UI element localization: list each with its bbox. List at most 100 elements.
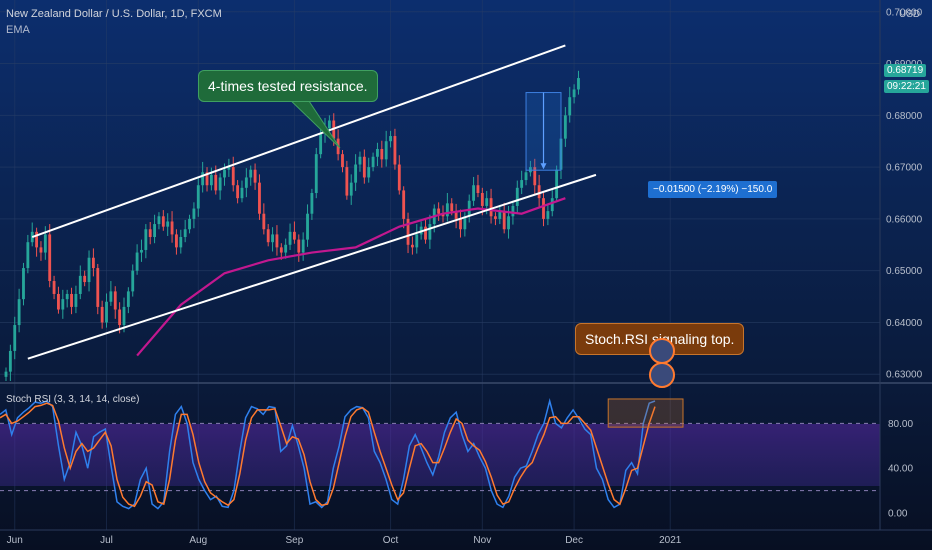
candle-bear xyxy=(83,275,87,283)
candle-bull xyxy=(445,203,449,217)
current-price-tag: 0.68719 xyxy=(884,64,927,77)
candle-bull xyxy=(555,169,559,199)
candle-bull xyxy=(122,306,126,326)
candle-bear xyxy=(214,174,218,191)
candle-bull xyxy=(105,301,108,323)
candle-bull xyxy=(568,97,572,116)
channel-group xyxy=(27,44,597,360)
measure-label[interactable]: −0.01500 (−2.19%) −150.0 xyxy=(648,181,778,198)
candle-bull xyxy=(550,198,554,212)
price-tick-label: 0.70000 xyxy=(886,7,923,18)
candle-bear xyxy=(48,234,52,282)
candle-bull xyxy=(131,270,135,292)
time-tick-label: 2021 xyxy=(659,535,682,546)
stoch-tick-label: 40.00 xyxy=(888,464,913,475)
candle-bear xyxy=(118,309,122,326)
price-tick-label: 0.65000 xyxy=(886,266,923,277)
candle-bear xyxy=(454,211,458,219)
candles-group xyxy=(4,70,580,381)
candle-bull xyxy=(301,239,305,253)
candle-bull xyxy=(485,198,489,206)
candle-bear xyxy=(297,239,301,253)
candle-bull xyxy=(209,174,213,186)
candle-bear xyxy=(533,167,537,186)
candle-bull xyxy=(376,148,379,157)
time-tick-label: Dec xyxy=(565,535,583,546)
candle-bear xyxy=(253,169,257,183)
candle-bull xyxy=(327,120,331,129)
candle-bull xyxy=(65,293,69,300)
candle-bull xyxy=(384,141,388,160)
channel-lower-line xyxy=(27,173,597,360)
candle-bear xyxy=(494,216,497,219)
candle-bear xyxy=(113,291,117,310)
candle-bull xyxy=(218,177,222,191)
stoch-rsi-label[interactable]: Stoch RSI (3, 3, 14, 14, close) xyxy=(6,394,140,405)
price-tick-label: 0.66000 xyxy=(886,214,923,225)
price-tick-label: 0.68000 xyxy=(886,111,923,122)
candle-bear xyxy=(345,167,349,196)
stoch-highlight-box xyxy=(607,398,684,428)
candle-bull xyxy=(192,208,196,219)
resistance-callout-pointer xyxy=(283,94,341,149)
candle-bear xyxy=(258,182,261,214)
symbol-title: New Zealand Dollar / U.S. Dollar, 1D, FX… xyxy=(6,8,222,20)
candle-bear xyxy=(341,154,344,168)
candle-bear xyxy=(275,234,279,248)
time-tick-label: Oct xyxy=(383,535,399,546)
resistance-callout[interactable]: 4-times tested resistance. xyxy=(198,70,378,102)
candle-bull xyxy=(319,133,323,155)
candle-bull xyxy=(223,169,226,178)
candle-bull xyxy=(249,169,253,178)
candle-bull xyxy=(563,115,567,139)
candle-bear xyxy=(476,185,480,193)
time-tick-label: Jul xyxy=(100,535,113,546)
candle-bull xyxy=(135,252,139,271)
candle-bull xyxy=(244,177,248,188)
candle-bull xyxy=(61,299,65,310)
candle-bull xyxy=(577,78,580,90)
candle-bull xyxy=(153,224,157,238)
candle-bull xyxy=(8,350,12,372)
candle-bull xyxy=(17,299,21,326)
candle-bull xyxy=(284,244,288,253)
candle-bull xyxy=(201,172,205,186)
candle-bull xyxy=(166,221,170,227)
measure-group xyxy=(525,92,562,171)
candle-bull xyxy=(389,136,392,142)
candle-bull xyxy=(306,213,309,240)
candle-bear xyxy=(262,213,266,230)
candle-bull xyxy=(498,211,502,219)
candle-bull xyxy=(415,234,419,248)
candle-bull xyxy=(371,156,375,168)
stoch-k-line xyxy=(0,398,656,510)
candle-bear xyxy=(148,229,152,238)
candle-bull xyxy=(13,325,17,351)
event-flag-icon-2[interactable] xyxy=(649,362,675,388)
indicator-label[interactable]: EMA xyxy=(6,24,30,36)
candle-bear xyxy=(292,231,296,240)
candle-bull xyxy=(367,167,371,178)
candle-bull xyxy=(358,156,362,165)
candle-bull xyxy=(240,187,244,199)
channel-upper-line xyxy=(31,44,566,238)
candle-bear xyxy=(410,244,414,248)
candle-bear xyxy=(406,218,410,245)
candle-bull xyxy=(520,180,524,188)
ema-group xyxy=(136,197,566,357)
candle-bull xyxy=(43,234,47,253)
candle-bear xyxy=(100,306,104,323)
candle-bear xyxy=(266,229,270,243)
price-tick-label: 0.64000 xyxy=(886,318,923,329)
candle-bull xyxy=(183,229,187,238)
candle-bull xyxy=(463,216,467,230)
candle-bear xyxy=(91,257,95,269)
candle-bear xyxy=(236,185,240,199)
candle-bear xyxy=(380,148,384,160)
candle-bear xyxy=(459,218,462,230)
candle-bear xyxy=(161,216,165,227)
event-flag-icon[interactable] xyxy=(649,338,675,364)
